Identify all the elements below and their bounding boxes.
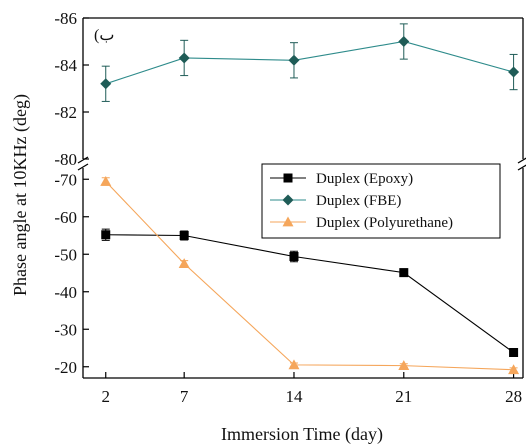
x-tick-label: 14: [285, 387, 303, 406]
series-duplex-polyurethane: [100, 176, 520, 375]
y-tick-label-lower: -60: [54, 208, 77, 227]
data-point-triangle: [100, 176, 112, 186]
data-point-triangle: [288, 359, 300, 370]
data-point-square: [101, 230, 111, 240]
axis-break-mark: [77, 156, 89, 164]
legend-label: Duplex (Polyurethane): [316, 215, 453, 231]
data-point-triangle: [178, 258, 190, 269]
data-point-diamond: [100, 78, 112, 90]
axis-break-mark: [517, 164, 526, 171]
data-point-square: [399, 268, 409, 278]
data-point-triangle: [508, 364, 520, 375]
x-tick-label: 7: [180, 387, 189, 406]
y-axis-title: Phase angle at 10KHz (deg): [10, 94, 31, 296]
panel-label: (ب: [94, 27, 114, 44]
legend-label: Duplex (Epoxy): [316, 171, 413, 187]
x-tick-label: 28: [505, 387, 522, 406]
series-layer: [100, 23, 520, 375]
x-tick-label: 2: [101, 387, 110, 406]
legend-label: Duplex (FBE): [316, 193, 401, 209]
y-tick-label-lower: -20: [54, 358, 77, 377]
data-point-square: [179, 231, 189, 240]
data-point-triangle: [398, 360, 410, 371]
y-tick-label-lower: -70: [54, 170, 77, 189]
y-tick-label-upper: -84: [54, 56, 77, 75]
data-point-square: [289, 252, 299, 261]
data-point-diamond: [178, 52, 190, 64]
y-tick-label-upper: -82: [54, 103, 77, 122]
x-axis-title: Immersion Time (day): [221, 424, 383, 445]
axis-break-mark: [77, 163, 89, 171]
legend: Duplex (Epoxy) Duplex (FBE) Duplex (Polyur…: [261, 163, 501, 239]
x-tick-label: 21: [395, 387, 412, 406]
y-tick-label-lower: -50: [54, 245, 77, 264]
y-tick-label-upper: -80: [54, 150, 77, 169]
y-tick-label-lower: -40: [54, 283, 77, 302]
data-point-diamond: [398, 36, 410, 47]
legend-marker: [282, 216, 294, 227]
data-point-square: [509, 348, 519, 357]
legend-marker: [283, 173, 293, 183]
legend-box: [261, 163, 501, 239]
axes: 2 7 14 21 28 -86 -84 -82 -80-70 -60 -50 -40 -30 -20: [54, 9, 526, 406]
y-tick-label-upper: -86: [54, 9, 77, 28]
series-duplex-fbe: [100, 23, 520, 102]
legend-marker: [282, 194, 294, 206]
axis-break-mark: [517, 157, 526, 164]
series-duplex-epoxy: [101, 228, 519, 357]
data-point-diamond: [288, 54, 300, 66]
data-point-diamond: [508, 66, 520, 78]
y-tick-label-lower: -30: [54, 320, 77, 339]
